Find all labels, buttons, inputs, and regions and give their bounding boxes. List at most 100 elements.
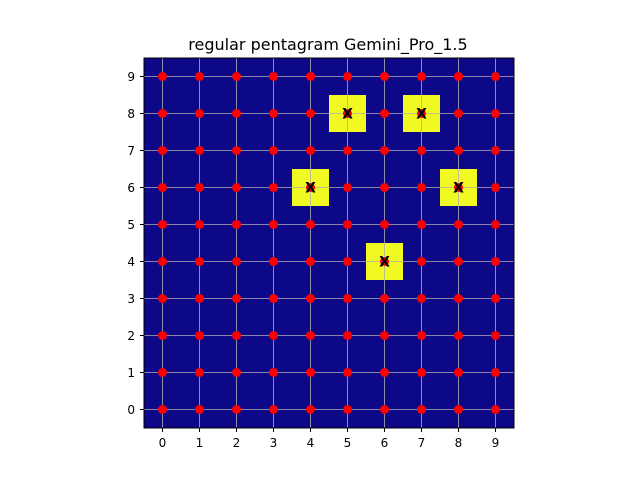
data-point: [306, 220, 315, 229]
data-point: [269, 257, 278, 266]
data-point: [232, 146, 241, 155]
data-point: [454, 405, 463, 414]
data-point: [491, 294, 500, 303]
y-tick-label: 3: [127, 292, 135, 306]
x-tick-label: 2: [233, 436, 241, 450]
data-point: [158, 72, 167, 81]
data-point: [417, 146, 426, 155]
x-tick-label: 3: [270, 436, 278, 450]
data-point: [269, 146, 278, 155]
data-point: [232, 368, 241, 377]
x-tick-label: 0: [159, 436, 167, 450]
data-point: [306, 331, 315, 340]
data-point: [454, 183, 463, 192]
y-tick-label: 7: [127, 144, 135, 158]
data-point: [417, 257, 426, 266]
data-point: [491, 183, 500, 192]
y-tick-label: 1: [127, 366, 135, 380]
data-point: [195, 146, 204, 155]
marked-cell-label: X: [342, 107, 353, 123]
data-point: [158, 331, 167, 340]
data-point: [269, 220, 278, 229]
data-point: [417, 220, 426, 229]
data-point: [269, 109, 278, 118]
data-point: [195, 405, 204, 414]
data-point: [454, 294, 463, 303]
data-point: [232, 183, 241, 192]
data-point: [232, 109, 241, 118]
data-point: [380, 257, 389, 266]
x-tick-label: 7: [418, 436, 426, 450]
data-point: [454, 257, 463, 266]
data-point: [195, 331, 204, 340]
data-point: [454, 109, 463, 118]
data-point: [343, 368, 352, 377]
x-tick-label: 1: [196, 436, 204, 450]
data-point: [380, 183, 389, 192]
data-point: [380, 72, 389, 81]
x-tick-label: 4: [307, 436, 315, 450]
y-tick-label: 6: [127, 181, 135, 195]
marked-cell-label: X: [453, 181, 464, 197]
data-point: [158, 146, 167, 155]
data-point: [306, 109, 315, 118]
data-point: [195, 220, 204, 229]
data-point: [232, 72, 241, 81]
data-point: [380, 294, 389, 303]
data-point: [195, 109, 204, 118]
data-point: [454, 368, 463, 377]
data-point: [232, 294, 241, 303]
data-point: [380, 368, 389, 377]
x-tick-label: 9: [492, 436, 500, 450]
data-point: [343, 331, 352, 340]
data-point: [454, 72, 463, 81]
data-point: [269, 331, 278, 340]
data-point: [343, 72, 352, 81]
data-point: [158, 368, 167, 377]
plot-frame: [143, 57, 515, 429]
data-point: [343, 109, 352, 118]
y-tick-label: 2: [127, 329, 135, 343]
y-tick-label: 4: [127, 255, 135, 269]
data-point: [269, 72, 278, 81]
data-point: [417, 72, 426, 81]
plot-area: X X X X X 0 1 2 3 4 5 6 7 8 9 0 1 2 3 4 5 6 7 8 9: [127, 57, 515, 450]
data-point: [454, 331, 463, 340]
data-point: [491, 405, 500, 414]
data-point: [343, 183, 352, 192]
data-point: [417, 405, 426, 414]
data-point: [158, 294, 167, 303]
data-point: [158, 405, 167, 414]
marked-cell-label: X: [416, 107, 427, 123]
marked-cell-label: X: [379, 255, 390, 271]
data-point: [491, 257, 500, 266]
data-point: [269, 405, 278, 414]
x-tick-label: 8: [455, 436, 463, 450]
data-point: [232, 405, 241, 414]
data-point: [158, 257, 167, 266]
data-point: [158, 109, 167, 118]
data-point: [306, 294, 315, 303]
data-point: [380, 146, 389, 155]
data-point: [158, 183, 167, 192]
data-point: [343, 405, 352, 414]
y-tick-label: 8: [127, 107, 135, 121]
x-tick-label: 6: [381, 436, 389, 450]
data-point: [417, 183, 426, 192]
data-point: [269, 294, 278, 303]
data-point: [195, 72, 204, 81]
data-point: [269, 368, 278, 377]
data-point: [417, 294, 426, 303]
data-point: [491, 72, 500, 81]
data-point: [232, 257, 241, 266]
y-tick-label: 9: [127, 70, 135, 84]
data-point: [195, 294, 204, 303]
data-point: [491, 146, 500, 155]
data-point: [306, 146, 315, 155]
data-point: [343, 294, 352, 303]
data-point: [232, 220, 241, 229]
data-point: [195, 257, 204, 266]
marked-cell-label: X: [305, 181, 316, 197]
data-point: [491, 368, 500, 377]
